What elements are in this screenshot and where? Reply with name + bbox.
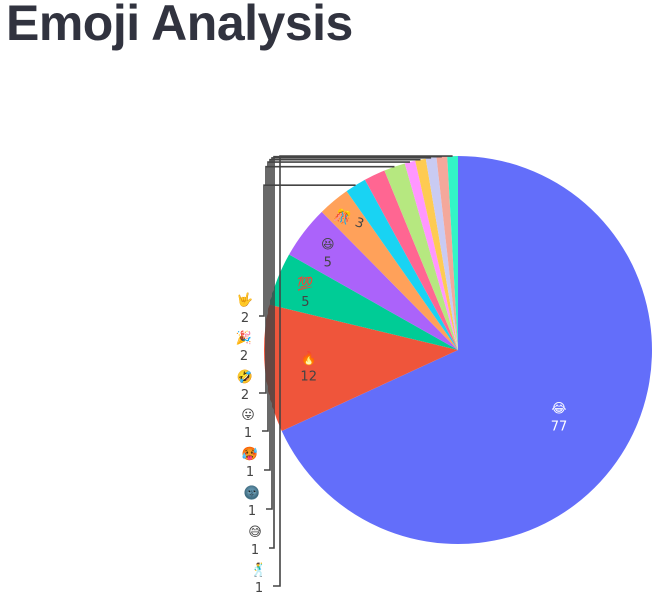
slice-value: 77 bbox=[551, 420, 568, 435]
slice-value: 5 bbox=[301, 295, 309, 310]
slice-label: 🔥 12 bbox=[300, 351, 317, 385]
pie-slice[interactable] bbox=[263, 304, 458, 432]
slice-value: 2 bbox=[240, 349, 248, 364]
slice-emoji: 😂 bbox=[551, 402, 566, 417]
pie-slice[interactable] bbox=[425, 157, 458, 350]
leader-line bbox=[259, 165, 395, 394]
pie-slice[interactable] bbox=[281, 156, 652, 544]
slice-label: 🤣2 bbox=[236, 369, 253, 403]
slice-emoji: 😆 bbox=[321, 237, 335, 252]
pie-slice[interactable] bbox=[404, 160, 458, 350]
leader-lines bbox=[259, 155, 453, 587]
pie-slice[interactable] bbox=[436, 156, 458, 350]
leader-line bbox=[273, 155, 453, 587]
leader-line bbox=[264, 158, 421, 471]
slice-emoji: 😛 bbox=[241, 408, 255, 423]
slice-emoji: 🥵 bbox=[242, 446, 258, 462]
pie-slice[interactable] bbox=[289, 211, 458, 350]
slice-value: 1 bbox=[246, 465, 254, 480]
slice-emoji: 😅 bbox=[248, 525, 262, 540]
slice-label: 🎉2 bbox=[236, 330, 252, 364]
slice-label: 🕺1 bbox=[251, 561, 267, 596]
slice-value: 1 bbox=[244, 426, 252, 441]
slice-label: 🌚1 bbox=[244, 485, 260, 519]
slice-value: 5 bbox=[324, 255, 332, 270]
leader-line bbox=[259, 184, 356, 317]
slice-value: 1 bbox=[255, 581, 263, 596]
slice-emoji: 🤟 bbox=[237, 292, 253, 308]
pie-slices bbox=[263, 156, 652, 544]
leader-line bbox=[262, 161, 410, 432]
slice-emoji: 🌚 bbox=[244, 485, 260, 501]
pie-slice[interactable] bbox=[321, 191, 458, 350]
leader-line bbox=[266, 157, 432, 510]
pie-slice[interactable] bbox=[269, 254, 458, 350]
slice-label: 🥵1 bbox=[242, 446, 258, 480]
pie-slice[interactable] bbox=[447, 156, 458, 350]
slice-value: 1 bbox=[248, 504, 256, 519]
slice-emoji: 🤣 bbox=[236, 369, 253, 385]
slice-value: 12 bbox=[300, 370, 317, 385]
slice-value: 2 bbox=[241, 311, 249, 326]
pie-slice[interactable] bbox=[415, 158, 458, 350]
slice-emoji: 💯 bbox=[297, 276, 313, 292]
slice-label: 💯5 bbox=[297, 276, 313, 310]
slice-emoji: 🔥 bbox=[301, 351, 317, 367]
pie-slice[interactable] bbox=[384, 163, 458, 350]
slice-label: 😂 77 bbox=[551, 402, 568, 435]
slice-value: 1 bbox=[251, 543, 259, 558]
slice-labels: 😂77🔥12💯5😆5🎊3🤟2🎉2🤣2😛1🥵1🌚1😅1🕺1 bbox=[236, 206, 567, 596]
slice-emoji: 🎉 bbox=[236, 330, 252, 346]
slice-value: 2 bbox=[241, 388, 249, 403]
slice-label: 🤟2 bbox=[237, 292, 253, 326]
slice-emoji: 🕺 bbox=[251, 561, 267, 578]
pie-slice[interactable] bbox=[346, 179, 458, 350]
pie-slice[interactable] bbox=[364, 170, 458, 350]
slice-label: 😅1 bbox=[248, 525, 262, 558]
slice-label: 😛1 bbox=[241, 408, 255, 441]
slice-label: 😆5 bbox=[321, 237, 335, 270]
page-title: Emoji Analysis bbox=[6, 0, 353, 51]
